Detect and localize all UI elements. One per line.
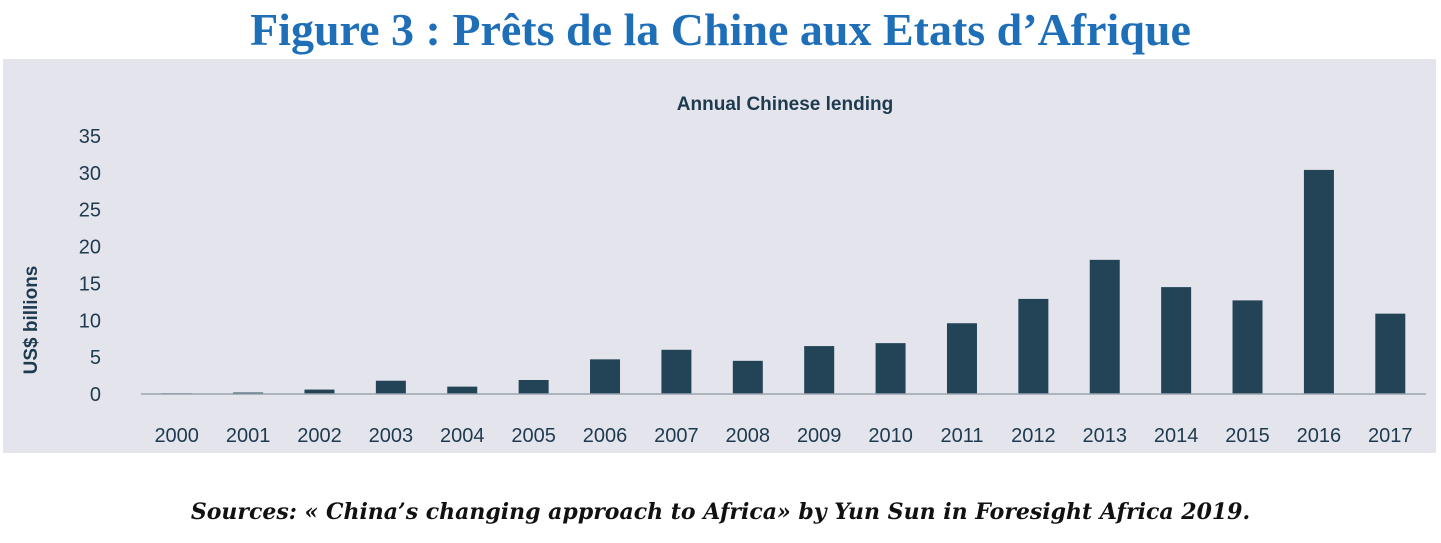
- x-tick-label-2005: 2005: [511, 425, 556, 447]
- x-tick-label-2008: 2008: [726, 425, 771, 447]
- bar-chart: Annual Chinese lending US$ billions 0 5 10…: [21, 94, 1426, 447]
- bars: [161, 169, 1406, 395]
- y-tick-labels: 0 5 10 15 20 25 30 35: [79, 126, 101, 406]
- bar-2009: [804, 346, 835, 394]
- bar-2017: [1375, 313, 1406, 394]
- x-tick-label-2003: 2003: [369, 425, 414, 447]
- x-tick-label-2007: 2007: [654, 425, 699, 447]
- bar-2013: [1089, 259, 1120, 394]
- bar-2004: [447, 386, 478, 394]
- bar-2016: [1303, 169, 1334, 394]
- x-tick-label-2002: 2002: [297, 425, 342, 447]
- x-tick-label-2009: 2009: [797, 425, 842, 447]
- y-tick-label: 25: [79, 200, 101, 222]
- figure-title: Figure 3 : Prêts de la Chine aux Etats d…: [250, 4, 1191, 55]
- y-axis-label: US$ billions: [21, 266, 42, 375]
- x-tick-label-2016: 2016: [1297, 425, 1342, 447]
- bar-2006: [590, 359, 621, 394]
- x-tick-label-2017: 2017: [1368, 425, 1413, 447]
- x-tick-label-2006: 2006: [583, 425, 628, 447]
- bar-2015: [1232, 300, 1263, 394]
- x-tick-label-2000: 2000: [154, 425, 199, 447]
- y-tick-label: 30: [79, 163, 101, 185]
- chart-title: Annual Chinese lending: [677, 94, 893, 115]
- x-tick-label-2011: 2011: [940, 425, 983, 447]
- y-tick-label: 35: [79, 126, 101, 148]
- x-tick-label-2010: 2010: [868, 425, 913, 447]
- bar-2010: [875, 343, 906, 394]
- x-tick-label-2013: 2013: [1083, 425, 1128, 447]
- bar-2011: [946, 323, 977, 394]
- x-tick-label-2012: 2012: [1011, 425, 1056, 447]
- bar-2012: [1018, 298, 1049, 394]
- x-tick-label-2004: 2004: [440, 425, 485, 447]
- bar-2005: [518, 379, 549, 394]
- bar-2008: [732, 360, 763, 394]
- bar-2014: [1161, 287, 1192, 394]
- x-tick-label-2001: 2001: [226, 425, 271, 447]
- y-tick-label: 5: [90, 347, 101, 369]
- x-tick-label-2015: 2015: [1225, 425, 1270, 447]
- bar-2007: [661, 349, 692, 394]
- y-tick-label: 20: [79, 237, 101, 259]
- source-note: Sources: « China’s changing approach to …: [190, 499, 1251, 525]
- bar-2002: [304, 389, 335, 394]
- chart-panel: Annual Chinese lending US$ billions 0 5 10…: [3, 59, 1436, 453]
- y-tick-label: 10: [79, 310, 101, 332]
- x-tick-label-2014: 2014: [1154, 425, 1199, 447]
- y-tick-label: 0: [90, 384, 101, 406]
- bar-2003: [375, 380, 406, 394]
- y-tick-label: 15: [79, 273, 101, 295]
- x-tick-labels: 2000 2001 2002 2003 2004 2005 2006 2007 2008 2009…: [154, 425, 1412, 447]
